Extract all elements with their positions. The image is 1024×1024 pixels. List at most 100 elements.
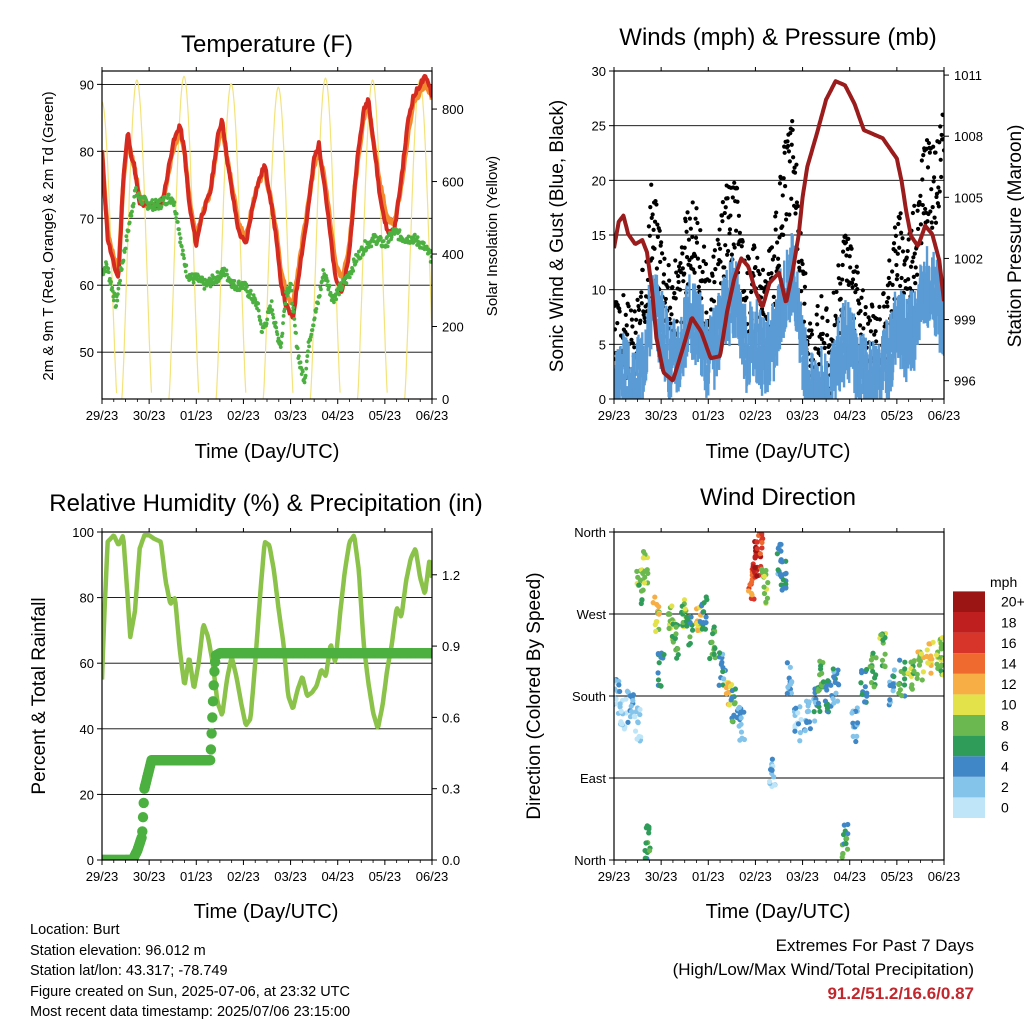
gust-point: [621, 293, 626, 298]
info-recent: Most recent data timestamp: 2025/07/06 2…: [30, 1004, 351, 1020]
x-tick-label: 29/23: [86, 869, 119, 884]
gust-point: [894, 277, 899, 282]
wind-point: [713, 357, 716, 390]
y-tick-label: 20: [80, 787, 94, 802]
gust-point: [887, 258, 892, 263]
solar-insolation-day: [168, 75, 200, 399]
gust-point: [845, 246, 850, 252]
direction-point: [752, 555, 758, 561]
direction-point: [769, 756, 775, 762]
x-tick-label: 04/23: [321, 869, 354, 884]
direction-point: [854, 733, 860, 739]
direction-point: [624, 688, 630, 694]
dewpoint-point: [372, 239, 377, 244]
dewpoint-point: [115, 298, 120, 303]
direction-point: [759, 545, 765, 551]
x-tick-label: 02/23: [739, 869, 772, 884]
wind-point: [806, 351, 809, 385]
gust-point: [746, 256, 751, 261]
wind-point: [754, 326, 758, 360]
wind-point: [777, 284, 781, 318]
gust-point: [868, 329, 874, 334]
gust-point: [629, 337, 634, 342]
direction-point: [635, 720, 641, 726]
gust-point: [898, 283, 903, 289]
direction-point: [825, 678, 831, 684]
direction-point: [830, 666, 836, 672]
gust-point: [725, 196, 730, 201]
wind-point: [867, 370, 870, 399]
x-tick-label: 03/23: [786, 408, 819, 423]
wind-point: [782, 260, 786, 294]
direction-point: [643, 840, 649, 846]
dewpoint-point: [122, 250, 127, 254]
gust-point: [913, 265, 918, 270]
direction-point: [759, 539, 765, 546]
wind-point: [731, 256, 734, 290]
direction-point: [863, 666, 870, 673]
gust-point: [626, 304, 631, 309]
wind-point: [797, 287, 800, 321]
gust-point: [836, 276, 841, 281]
colorbar-swatch: [953, 612, 985, 633]
wind-point: [732, 301, 735, 335]
gust-point: [860, 288, 866, 293]
dewpoint-point: [106, 266, 111, 271]
dewpoint-point: [276, 336, 281, 341]
direction-point: [775, 567, 781, 573]
direction-point: [805, 703, 811, 709]
direction-point: [902, 666, 908, 672]
gust-point: [697, 264, 702, 270]
gust-point: [931, 144, 936, 149]
direction-point: [760, 536, 766, 542]
gust-point: [780, 224, 785, 229]
dewpoint-point: [327, 283, 332, 288]
wind-point: [820, 346, 823, 379]
gust-point: [861, 326, 866, 331]
y2-tick-label: 0.6: [442, 710, 460, 725]
gust-point: [630, 341, 635, 346]
gust-point: [693, 235, 699, 240]
dewpoint-point: [109, 279, 113, 284]
direction-point: [729, 718, 735, 724]
gust-point: [655, 234, 660, 239]
wind-point: [704, 338, 707, 372]
gust-point: [638, 294, 643, 299]
gust-point: [682, 245, 687, 250]
y-tick-label: 80: [80, 591, 94, 606]
gust-point: [936, 185, 941, 190]
gust-point: [658, 243, 663, 248]
wind-point: [688, 274, 691, 308]
direction-ylabel: Direction (Colored By Speed): [524, 572, 545, 819]
direction-point: [732, 686, 738, 692]
x-tick-label: 04/23: [833, 869, 866, 884]
direction-point: [632, 728, 639, 734]
y-tick-label: 100: [72, 525, 94, 540]
y2-tick-label: 1008: [954, 129, 983, 144]
wind-point: [904, 329, 908, 362]
direction-point: [652, 594, 658, 600]
dewpoint-point: [121, 258, 126, 263]
colorbar-swatch: [953, 673, 985, 695]
wind-point: [925, 246, 929, 279]
solar-insolation-day: [262, 86, 294, 399]
direction-point: [844, 835, 850, 842]
dewpoint-point: [124, 234, 129, 239]
wind-point: [635, 381, 638, 399]
direction-point: [785, 684, 791, 690]
direction-point: [905, 670, 911, 676]
gust-point: [736, 213, 742, 218]
wind-points: [614, 233, 944, 399]
gust-point: [693, 216, 698, 221]
x-tick-label: 01/23: [180, 869, 213, 884]
gust-point: [650, 212, 655, 217]
direction-point: [761, 573, 767, 579]
gust-point: [720, 219, 725, 224]
temperature-xlabel: Time (Day/UTC): [195, 441, 340, 463]
wind-point: [720, 306, 724, 340]
gust-point: [713, 267, 718, 272]
gust-point: [677, 287, 683, 292]
wind-point: [660, 290, 664, 324]
direction-point: [759, 566, 765, 572]
gust-point: [884, 300, 890, 305]
